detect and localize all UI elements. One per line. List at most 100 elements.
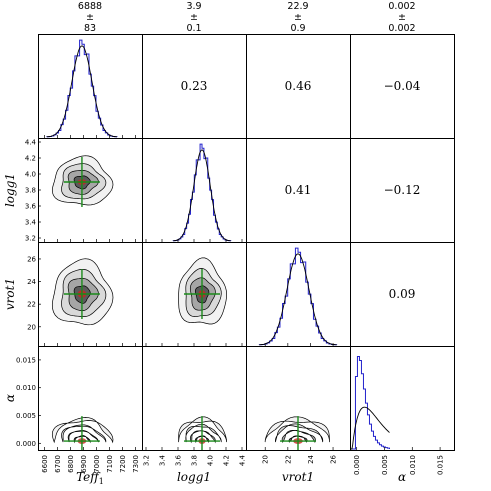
- x-tick-label: 22: [284, 455, 292, 464]
- contour-level: [73, 435, 91, 444]
- y-tick-label: 20: [27, 323, 36, 331]
- x-tick-label: 4.0: [207, 455, 215, 466]
- x-axis-label-subscript: 1: [99, 477, 104, 486]
- fit-curve: [173, 149, 231, 242]
- estimate-value: 6888: [78, 1, 102, 12]
- x-tick-label: 3.6: [175, 454, 183, 466]
- x-tick-label: 6600: [41, 455, 49, 473]
- panel-content: [51, 416, 114, 450]
- panel-0-2: 0.46: [246, 34, 351, 139]
- correlation-value: 0.09: [389, 287, 416, 301]
- estimate-error: 83: [84, 23, 96, 34]
- panel-3-1: 3.2 3.4 3.6 3.8 4.0 4.2 4.4: [142, 346, 247, 466]
- y-tick-label: 24: [27, 278, 36, 286]
- estimate-vrot1: 22.9±0.9: [287, 1, 308, 34]
- estimate-logg1: 3.9±0.1: [186, 1, 201, 34]
- x-tick-label: 20: [262, 455, 270, 464]
- x-tick-label: 3.2: [143, 455, 151, 466]
- panel-content: [178, 416, 227, 450]
- x-tick-label: 6800: [67, 455, 75, 473]
- contour-level: [61, 424, 107, 443]
- y-axis-label-alpha: α: [3, 394, 17, 402]
- estimate-pm: ±: [398, 12, 406, 23]
- y-tick-label: 26: [27, 255, 36, 263]
- corner-panels: 0.23 0.46 −0.04 3.2 3.4 3.6 3.8 4.0 4.2 4.4 0.41 −0…: [16, 34, 455, 475]
- x-axis-label-main: vrot1: [282, 470, 314, 484]
- x-tick-label: 6900: [80, 455, 88, 473]
- panel-3-3: 0.000 0.005 0.010 0.015: [350, 346, 455, 475]
- panel-2-1: [142, 242, 247, 347]
- contour-level: [185, 423, 222, 443]
- x-axis-label-alpha: α: [398, 470, 406, 484]
- panel-3-2: 20 22 24 26: [246, 346, 351, 464]
- contour-level: [189, 430, 216, 444]
- contour-level: [275, 423, 324, 443]
- correlation-value: −0.12: [384, 183, 421, 197]
- y-tick-label: 3.2: [25, 235, 36, 243]
- panel-2-2: [246, 242, 351, 347]
- panel-content: [51, 258, 114, 326]
- y-tick-label: 0.010: [16, 384, 36, 392]
- estimate-Teff1: 6888±83: [78, 1, 102, 34]
- contour-level: [51, 417, 114, 444]
- panel-content: [46, 39, 118, 138]
- estimate-error: 0.9: [290, 23, 305, 34]
- x-axis-label-main: Teff: [76, 470, 101, 484]
- panel-frame: [350, 346, 455, 451]
- x-axis-label-Teff1: Teff1: [76, 470, 104, 486]
- contour-level: [67, 430, 99, 443]
- estimate-value: 22.9: [287, 1, 308, 12]
- y-tick-label: 3.4: [25, 219, 37, 227]
- histogram: [172, 143, 232, 242]
- y-tick-label: 22: [27, 301, 36, 309]
- y-tick-label: 3.6: [25, 203, 37, 211]
- x-tick-label: 3.8: [191, 455, 199, 466]
- x-tick-label: 0.010: [409, 455, 417, 475]
- x-tick-label: 7200: [119, 455, 127, 473]
- axis-labels: Teff1 logg1 vrot1 α logg1 vrot1 α: [3, 173, 406, 486]
- estimate-pm: ±: [294, 12, 302, 23]
- estimate-value: 3.9: [186, 1, 201, 12]
- y-tick-label: 0.005: [16, 412, 36, 420]
- x-tick-label: 4.2: [223, 455, 231, 466]
- x-tick-label: 7100: [106, 455, 114, 473]
- panel-3-0: 6600 6700 6800 6900 7000 7100 7200 7300 0.000 0.0…: [16, 346, 143, 473]
- correlation-value: −0.04: [384, 79, 421, 93]
- estimate-alpha: 0.002±0.002: [388, 1, 415, 34]
- panel-1-1: [142, 138, 247, 243]
- y-tick-label: 3.8: [25, 187, 36, 195]
- panel-content: [51, 155, 114, 207]
- fit-curve: [259, 253, 337, 346]
- contour-level: [281, 429, 316, 443]
- y-axis-label-vrot1: vrot1: [3, 278, 17, 310]
- x-tick-label: 3.4: [159, 454, 167, 466]
- parameter-estimates: 6888±833.9±0.122.9±0.90.002±0.002: [78, 1, 416, 34]
- x-tick-label: 4.4: [239, 454, 247, 466]
- panel-content: [258, 247, 338, 346]
- panel-content: [350, 355, 390, 450]
- panel-2-3: 0.09: [350, 242, 455, 347]
- estimate-pm: ±: [86, 12, 94, 23]
- y-tick-label: 4.0: [25, 171, 36, 179]
- y-tick-label: 4.4: [25, 139, 37, 147]
- x-tick-label: 0.000: [353, 455, 361, 475]
- panel-0-1: 0.23: [142, 34, 247, 139]
- panel-1-3: −0.12: [350, 138, 455, 243]
- correlation-value: 0.23: [181, 79, 208, 93]
- estimate-error: 0.002: [388, 23, 415, 34]
- x-axis-label-main: α: [398, 470, 406, 484]
- x-tick-label: 26: [330, 454, 338, 463]
- panel-1-0: 3.2 3.4 3.6 3.8 4.0 4.2 4.4: [25, 138, 143, 243]
- estimate-pm: ±: [190, 12, 198, 23]
- correlation-value: 0.46: [285, 79, 312, 93]
- y-tick-label: 4.2: [25, 155, 36, 163]
- x-tick-label: 0.015: [437, 455, 445, 475]
- panel-content: [172, 143, 232, 242]
- contour-level: [194, 435, 210, 444]
- x-tick-label: 6700: [54, 455, 62, 473]
- panel-1-2: 0.41: [246, 138, 351, 243]
- x-tick-label: 7000: [93, 455, 101, 473]
- panel-content: [264, 416, 330, 450]
- y-tick-label: 0.015: [16, 356, 36, 364]
- y-axis-label-logg1: logg1: [3, 173, 17, 207]
